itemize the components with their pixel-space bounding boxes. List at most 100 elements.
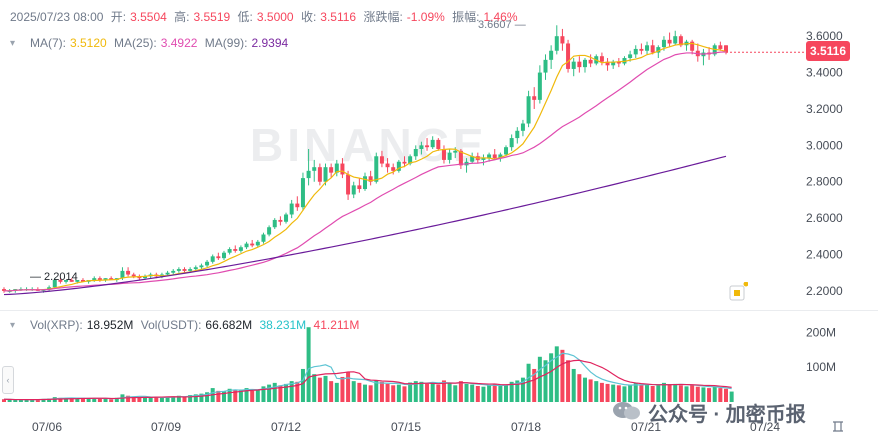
volume-bar: [628, 385, 633, 402]
volume-bar: [97, 398, 102, 402]
volume-bar: [379, 381, 384, 402]
vol-collapse-icon[interactable]: ▾: [10, 320, 16, 331]
volume-bar: [447, 382, 452, 402]
candle-body: [363, 176, 367, 190]
wechat-icon: [613, 402, 640, 420]
candle-body: [171, 270, 176, 273]
high-marker-label: 3.6607 —: [478, 19, 526, 31]
volume-bar: [300, 368, 305, 402]
candle-body: [718, 45, 723, 49]
current-price-tag: 3.5116: [806, 41, 850, 61]
candle-body: [193, 267, 198, 270]
candle-body: [724, 45, 728, 53]
candle-body: [408, 156, 413, 164]
candle-body: [216, 256, 221, 259]
volume-bar: [470, 384, 475, 402]
volume-bar: [261, 386, 266, 402]
volume-bar: [718, 388, 723, 402]
candle-body: [430, 139, 435, 148]
volume-bar: [289, 381, 294, 402]
candle-body: [379, 156, 384, 164]
drawing-tool-icon[interactable]: [728, 282, 748, 302]
y-tick-label: 3.0000: [806, 138, 843, 152]
candle-body: [69, 279, 74, 282]
candle-body: [639, 48, 644, 51]
volume-bar: [504, 384, 509, 402]
volume-chart[interactable]: 200M 100M: [0, 316, 878, 416]
candle-body: [616, 61, 621, 64]
y-tick-label: 2.8000: [806, 175, 843, 189]
price-chart[interactable]: 3.6000 3.4000 3.2000 3.0000 2.8000 2.6000 2.40…: [0, 0, 878, 310]
candle-body: [487, 154, 492, 159]
candle-body: [391, 167, 396, 171]
volume-bar: [707, 388, 712, 402]
x-tick-0718: 07/18: [511, 420, 542, 434]
volume-bar: [69, 398, 74, 402]
ma99-line: [3, 155, 727, 296]
low-label: 低:: [237, 10, 253, 24]
volume-bar: [250, 390, 255, 402]
volume-bar: [267, 384, 272, 402]
candle-body: [109, 278, 114, 280]
candle-body: [532, 96, 537, 100]
volume-bar: [346, 372, 351, 402]
close-label: 收:: [300, 10, 317, 24]
y-tick-label: 2.6000: [806, 211, 843, 225]
volume-bar: [255, 389, 260, 402]
candle-body: [250, 243, 255, 246]
settings-icon[interactable]: [830, 418, 846, 434]
volume-bar: [148, 397, 153, 402]
candle-body: [661, 39, 666, 48]
volume-bar: [30, 399, 35, 402]
volume-bar: [193, 394, 198, 402]
x-tick-0706: 07/06: [32, 420, 63, 434]
candle-body: [346, 174, 351, 195]
volume-bar: [475, 386, 480, 402]
volume-bar: [673, 383, 678, 402]
volume-bar: [690, 384, 695, 402]
candle-body: [233, 249, 238, 251]
candle-body: [329, 167, 334, 173]
candle-body: [210, 256, 215, 262]
scroll-handle[interactable]: ‹: [2, 366, 14, 394]
candle-body: [165, 272, 170, 275]
candle-body: [221, 252, 226, 259]
candle-body: [143, 276, 148, 279]
volume-bar: [492, 383, 497, 402]
volume-bar: [329, 381, 334, 402]
volume-bar: [131, 396, 136, 402]
candle-body: [284, 214, 289, 222]
ma7-label: MA(7):: [30, 36, 66, 50]
binance-watermark: BINANCE: [250, 119, 488, 171]
volume-bar: [650, 386, 655, 402]
vol-xrp-label: Vol(XRP):: [30, 318, 83, 332]
volume-bar: [515, 380, 520, 402]
volume-bar: [221, 391, 226, 402]
y-tick-label: 3.4000: [806, 66, 843, 80]
change-value: -1.09%: [406, 10, 445, 24]
candle-body: [255, 241, 260, 246]
vol-ma2-value: 41.211M: [313, 318, 360, 332]
candle-body: [58, 279, 63, 282]
candle-body: [295, 203, 300, 208]
candle-body: [673, 36, 678, 44]
candle-body: [481, 158, 486, 160]
volume-bar: [425, 383, 430, 402]
candle-body: [306, 170, 311, 179]
volume-bar: [35, 399, 40, 402]
volume-bar: [18, 399, 23, 402]
candle-body: [396, 161, 401, 171]
ma-collapse-icon[interactable]: ▾: [10, 38, 16, 49]
volume-bar: [143, 397, 148, 402]
volume-bar: [560, 349, 565, 402]
volume-bar: [312, 374, 317, 402]
volume-bar: [684, 386, 689, 402]
candle-body: [357, 185, 362, 190]
pane-divider[interactable]: [0, 310, 878, 311]
candle-body: [611, 61, 616, 66]
candle-body: [188, 269, 193, 271]
x-tick-0712: 07/12: [271, 420, 302, 434]
volume-bar: [306, 327, 311, 402]
vol-usdt-value: 66.682M: [205, 318, 253, 332]
volume-bar: [712, 386, 717, 402]
